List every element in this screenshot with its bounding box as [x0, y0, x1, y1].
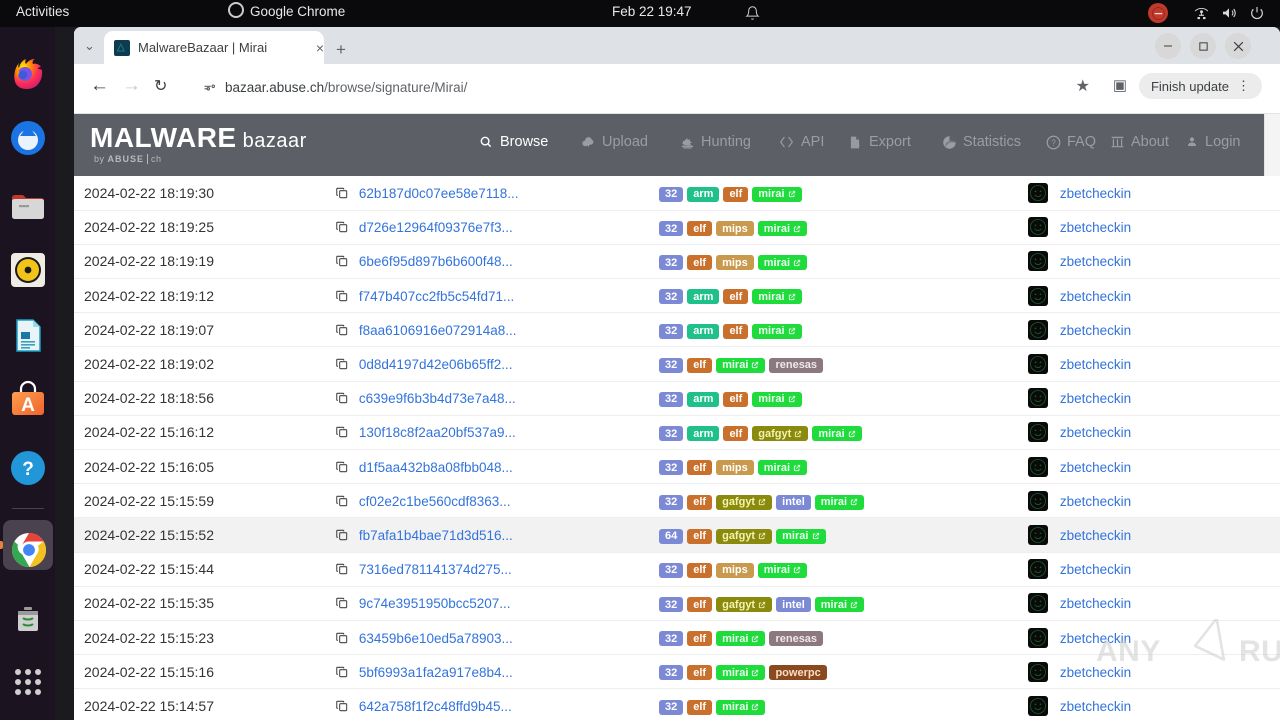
svg-text:A: A: [21, 395, 35, 416]
svg-text:?: ?: [1051, 138, 1056, 147]
svg-text:?: ?: [22, 459, 34, 480]
